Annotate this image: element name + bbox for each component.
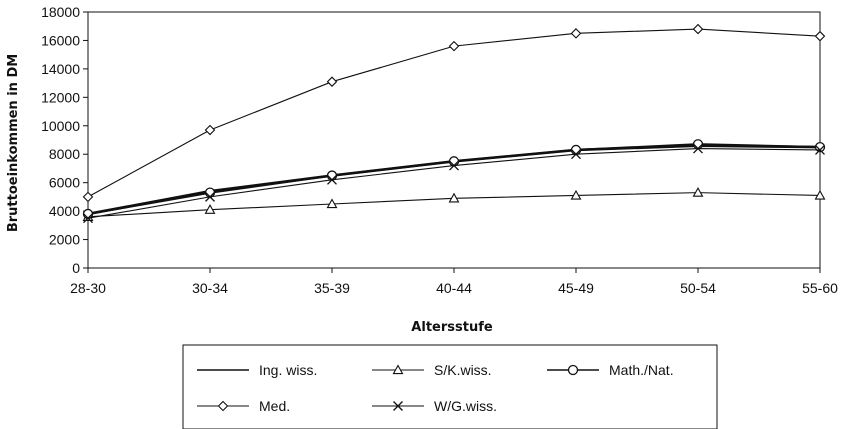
y-tick-label: 16000 [41,32,80,48]
data-point [326,198,338,209]
data-point [570,28,582,39]
legend-label: W/G.wiss. [434,398,497,414]
data-point [570,189,582,200]
y-tick-label: 12000 [41,89,80,105]
legend-item: Med. [197,398,290,414]
legend-marker [217,400,229,412]
data-point [814,141,826,153]
series-line [87,144,821,216]
y-tick-label: 0 [72,260,80,276]
plot-area: 0 2000 4000 6000 8000 10000 12000 14000 16000 180… [41,4,838,296]
y-tick-label: 4000 [49,203,80,219]
y-tick-label: 14000 [41,61,80,77]
legend-box [182,344,718,429]
legend-item: Math./Nat. [547,362,674,378]
data-point [692,139,704,150]
data-point [692,23,704,35]
series-line [87,143,821,216]
y-axis-label: Bruttoeinkommen in DM [6,54,21,232]
legend-label: S/K.wiss. [434,362,492,378]
y-tick-label: 10000 [41,118,80,134]
data-point [815,144,825,155]
legend-label: Med. [259,398,290,414]
data-point [448,156,460,167]
data-point [82,191,94,203]
y-tick-label: 2000 [49,232,80,248]
x-tick-label: 35-39 [314,280,350,296]
y-tick-label: 6000 [49,175,80,191]
series-line [87,28,821,198]
data-point [205,191,215,202]
data-point [693,143,703,154]
x-tick-label: 55-60 [802,280,838,296]
legend-marker [392,364,404,375]
x-tick-label: 28-30 [70,280,106,296]
data-point [692,186,704,197]
x-tick-label: 45-49 [558,280,594,296]
data-point [570,144,582,156]
legend-item: W/G.wiss. [372,398,497,414]
data-point [326,76,338,87]
data-point [204,204,216,214]
x-tick-label: 30-34 [192,280,228,296]
legend: Ing. wiss. S/K.wiss. Math./Nat. Med. W/G.wis… [182,344,718,429]
data-point [448,192,460,203]
data-point [82,208,94,220]
legend-label: Ing. wiss. [259,362,317,378]
data-point [448,40,460,52]
y-tick-label: 18000 [41,4,80,20]
legend-item: Ing. wiss. [197,362,317,378]
data-point [327,174,337,185]
data-point [83,213,93,224]
data-point [326,170,338,181]
x-tick-label: 50-54 [680,280,716,296]
legend-item: S/K.wiss. [372,362,492,378]
legend-label: Math./Nat. [609,362,674,378]
data-point [814,189,826,200]
y-tick-label: 8000 [49,146,80,162]
legend-marker [567,364,579,376]
legend-marker [393,401,403,411]
x-tick-label: 40-44 [436,280,472,296]
data-point [571,149,581,160]
data-point [204,187,216,198]
x-axis-label: Altersstufe [411,320,493,335]
data-point [814,30,826,42]
data-point [449,160,459,171]
data-point [204,124,216,136]
